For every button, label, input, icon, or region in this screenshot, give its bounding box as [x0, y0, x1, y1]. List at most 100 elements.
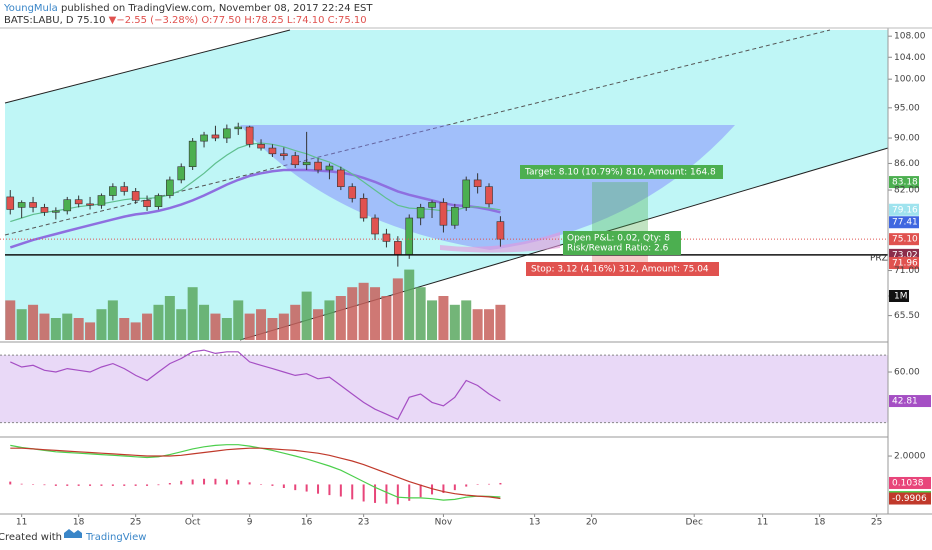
- candle-body: [359, 197, 368, 219]
- histogram-bar: [431, 484, 434, 495]
- histogram-bar: [20, 483, 23, 485]
- candle-body: [211, 134, 220, 139]
- histogram-bar: [488, 483, 491, 485]
- histogram-bar: [180, 480, 183, 485]
- candle-body: [17, 202, 26, 208]
- volume-bar: [313, 309, 324, 340]
- histogram-bar: [305, 484, 308, 492]
- candle-body: [6, 196, 15, 210]
- histogram-bar: [77, 484, 80, 486]
- candle-body: [245, 126, 254, 145]
- histogram-bar: [396, 484, 399, 505]
- candle-body: [394, 241, 402, 256]
- line-series: [9, 168, 501, 249]
- volume-bar: [130, 322, 141, 340]
- line-series: [10, 349, 501, 421]
- x-tick-label: 25: [871, 518, 882, 528]
- volume-bar: [39, 313, 50, 340]
- prz-label: PRZ: [870, 254, 888, 264]
- volume-bar: [28, 304, 39, 340]
- price-tag: [889, 233, 919, 246]
- histogram-bar: [111, 484, 114, 486]
- candle-body: [120, 186, 129, 192]
- volume-bar: [392, 278, 403, 340]
- x-tick-label: 11: [16, 518, 27, 528]
- candle-body: [143, 200, 151, 207]
- x-tick-label: 11: [757, 518, 768, 528]
- candle-body: [291, 155, 300, 166]
- arrow: ▼: [108, 15, 117, 26]
- histogram-bar: [237, 480, 240, 485]
- histogram-bar: [9, 481, 12, 485]
- candle-body: [371, 217, 379, 235]
- histogram-bar: [134, 484, 137, 486]
- volume-bar: [221, 318, 232, 340]
- x-tick-label: 13: [529, 518, 540, 528]
- rsi-band: [0, 355, 888, 423]
- histogram-bar: [408, 484, 411, 501]
- volume-bar: [370, 287, 381, 340]
- x-tick-label: Nov: [435, 518, 453, 528]
- y-tick-label: 71.00: [894, 266, 920, 276]
- value-tag-label: 42.81: [892, 397, 918, 407]
- candle-body: [74, 199, 83, 205]
- histogram-bar: [89, 484, 92, 486]
- histogram-bar: [225, 479, 228, 485]
- volume-bar: [142, 313, 153, 340]
- x-tick-label: 20: [586, 518, 598, 528]
- value-tag: [889, 476, 931, 489]
- x-tick-label: 23: [358, 518, 369, 528]
- candle-body: [166, 179, 174, 196]
- candle-body: [439, 202, 448, 226]
- change: −2.55 (−3.28%): [116, 15, 199, 26]
- volume-bar: [210, 313, 221, 340]
- volume-bar: [324, 300, 335, 340]
- value-tag: [889, 395, 931, 408]
- y-tick-label: 95.00: [894, 103, 920, 113]
- candle-body: [257, 143, 265, 149]
- y-tick-label: 100.00: [894, 75, 926, 85]
- y-tick-label: 82.00: [894, 186, 920, 196]
- volume-bar: [256, 309, 267, 340]
- candle-body: [97, 195, 106, 206]
- candle-body: [382, 233, 391, 242]
- volume-bar: [449, 304, 460, 340]
- footer-brand: TradingView: [85, 532, 146, 543]
- channel-upper: [4, 29, 291, 104]
- candle-body: [462, 179, 471, 208]
- histogram-bar: [191, 479, 194, 485]
- volume-bar: [472, 309, 483, 340]
- volume-bar: [415, 287, 426, 340]
- candle-body: [325, 165, 334, 171]
- volume-bar: [278, 313, 289, 340]
- stop-box: [526, 262, 719, 276]
- volume-bar: [438, 296, 449, 340]
- histogram-bar: [351, 484, 354, 500]
- price-tag-label: 71.96: [892, 259, 918, 269]
- volume-bar: [62, 313, 73, 340]
- volume-bar: [176, 309, 187, 340]
- volume-bar: [187, 287, 198, 340]
- candle-body: [200, 134, 208, 142]
- y-tick-label: 86.00: [894, 159, 920, 169]
- candle-body: [52, 210, 60, 213]
- histogram-bar: [362, 484, 365, 502]
- candle-body: [63, 199, 72, 212]
- volume-bar: [50, 318, 61, 340]
- price-tag-label: 75.10: [892, 235, 918, 245]
- candle-body: [280, 153, 288, 157]
- price-tag: [889, 216, 919, 229]
- y-tick-label: 65.50: [894, 311, 920, 321]
- histogram-bar: [385, 484, 388, 504]
- pnl-box: [563, 231, 681, 255]
- price-tag-label: 77.41: [892, 218, 918, 228]
- candle-body: [154, 195, 163, 207]
- value-tag-label: -0.9906: [892, 494, 927, 504]
- candle-body: [302, 161, 311, 166]
- header-line1: YoungMula published on TradingView.com, …: [4, 3, 373, 14]
- volume-bar: [5, 300, 16, 340]
- stop-text: Stop: 3.12 (4.16%) 312, Amount: 75.04: [531, 265, 709, 275]
- histogram-bar: [271, 484, 274, 486]
